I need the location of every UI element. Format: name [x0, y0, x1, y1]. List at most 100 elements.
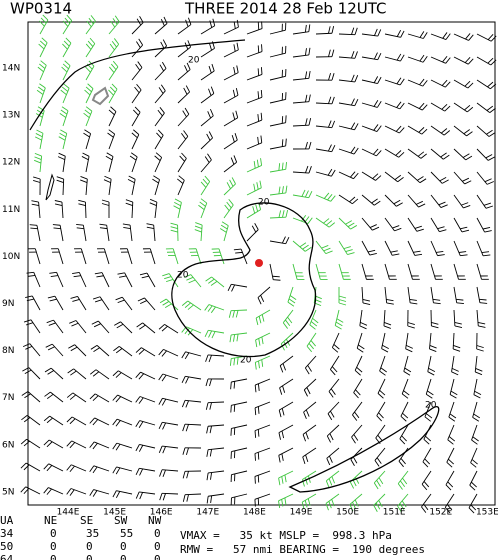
barb-feather	[99, 227, 108, 230]
barb-feather	[476, 345, 484, 349]
table-header: SW	[114, 514, 128, 527]
barb-staff	[407, 56, 424, 63]
barb-staff	[453, 79, 469, 89]
barb-staff	[430, 263, 436, 280]
barb-staff	[246, 187, 262, 196]
intensity-stats: RMW = 57 nmi BEARING = 190 degrees	[180, 543, 425, 556]
barb-feather	[397, 177, 404, 183]
barb-feather	[21, 415, 28, 421]
barb-feather	[182, 494, 186, 502]
barb-feather	[450, 390, 458, 396]
barb-feather	[285, 138, 287, 146]
barb-staff	[453, 240, 461, 256]
barb-staff	[62, 88, 70, 104]
barb-staff	[330, 355, 340, 370]
barb-staff	[269, 29, 286, 35]
barb-staff	[303, 378, 317, 391]
barb-feather	[398, 460, 404, 468]
barb-feather	[352, 414, 358, 421]
barb-feather	[205, 402, 209, 410]
barb-feather	[417, 176, 424, 181]
barb-staff	[62, 65, 71, 81]
barb-feather	[206, 472, 209, 481]
barb-feather	[198, 204, 205, 210]
barb-staff	[118, 345, 133, 357]
barb-staff	[407, 171, 421, 184]
barb-feather	[154, 155, 161, 161]
barb-feather	[431, 322, 439, 325]
barb-feather	[138, 397, 144, 404]
contour-label: 20	[425, 401, 437, 411]
contour-label: 20	[177, 271, 189, 281]
barb-feather	[440, 128, 448, 134]
barb-staff	[162, 445, 179, 449]
barb-staff	[453, 194, 464, 209]
barb-feather	[188, 279, 196, 284]
barb-feather	[233, 21, 236, 29]
barb-staff	[359, 309, 363, 326]
barb-feather	[209, 425, 212, 434]
barb-staff	[430, 286, 434, 303]
barb-feather	[63, 40, 70, 47]
barb-feather	[373, 482, 379, 490]
barb-staff	[95, 369, 110, 380]
barb-staff	[223, 139, 238, 150]
barb-feather	[278, 477, 281, 486]
barb-feather	[67, 368, 74, 374]
barb-staff	[184, 493, 202, 496]
barb-feather	[92, 395, 99, 402]
barb-staff	[338, 33, 356, 36]
barb-feather	[209, 402, 212, 410]
barb-staff	[287, 286, 294, 303]
lat-label: 6N	[2, 440, 14, 450]
barb-feather	[261, 314, 265, 322]
barb-feather	[173, 205, 181, 210]
barb-staff	[254, 470, 271, 477]
barb-feather	[369, 224, 377, 228]
barb-feather	[475, 371, 483, 376]
barb-feather	[400, 416, 407, 422]
barb-feather	[208, 354, 212, 363]
barb-feather	[354, 123, 359, 130]
barb-staff	[448, 401, 455, 418]
barb-feather	[61, 66, 68, 73]
barb-feather	[235, 110, 239, 118]
barb-feather	[377, 29, 382, 37]
barb-staff	[315, 263, 321, 280]
barb-feather	[135, 371, 141, 378]
barb-feather	[353, 392, 359, 399]
barb-staff	[255, 332, 271, 341]
barb-feather	[138, 421, 144, 428]
barb-feather	[230, 381, 232, 390]
barb-staff	[334, 309, 340, 326]
barb-feather	[376, 125, 382, 132]
wind-barbs	[20, 14, 497, 514]
barb-feather	[405, 344, 413, 349]
barb-feather	[373, 76, 379, 83]
barb-feather	[186, 62, 191, 70]
barb-feather	[282, 385, 286, 393]
barb-staff	[200, 25, 215, 35]
barb-feather	[377, 52, 382, 60]
barb-staff	[246, 96, 263, 104]
barb-feather	[482, 226, 491, 230]
barb-feather	[376, 480, 381, 487]
barb-feather	[487, 81, 494, 88]
barb-feather	[236, 357, 239, 365]
barb-feather	[401, 435, 407, 442]
barb-staff	[315, 102, 333, 105]
barb-staff	[116, 466, 133, 472]
barb-staff	[200, 48, 215, 58]
barb-feather	[441, 103, 448, 110]
barb-staff	[361, 194, 375, 206]
barb-feather	[440, 204, 448, 208]
barb-feather	[207, 153, 212, 161]
barb-feather	[398, 151, 405, 158]
barb-staff	[162, 373, 179, 380]
barb-feather	[321, 244, 329, 249]
barb-feather	[164, 303, 172, 308]
barb-feather	[307, 475, 311, 483]
barb-feather	[76, 223, 84, 226]
barb-staff	[200, 202, 208, 219]
barb-staff	[139, 396, 156, 403]
